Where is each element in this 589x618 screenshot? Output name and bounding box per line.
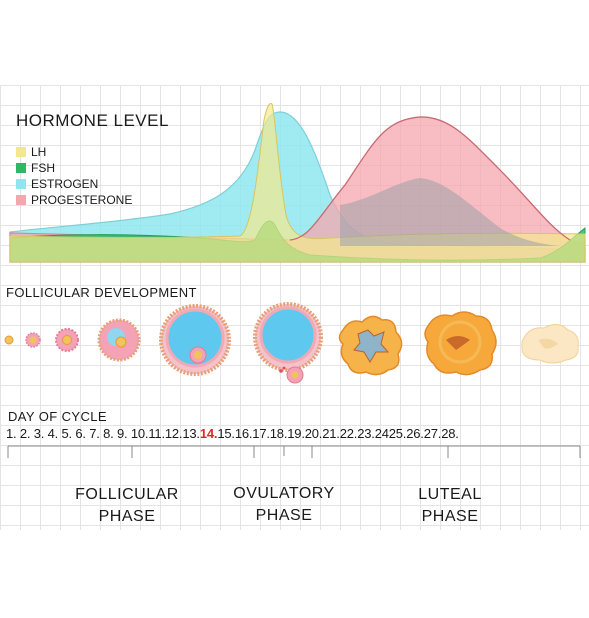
phase-follicular: FOLLICULAR PHASE <box>54 484 200 528</box>
day-label: 17. <box>252 426 270 441</box>
follicle-stage-2 <box>25 332 41 348</box>
fsh-swatch <box>16 163 26 173</box>
corpus-albicans <box>521 324 579 364</box>
day-label: 15. <box>217 426 235 441</box>
phase-line1: LUTEAL <box>418 486 482 503</box>
day-label: 9. <box>117 426 128 441</box>
day-label: 6. <box>75 426 86 441</box>
day-label: 5. <box>61 426 73 441</box>
day-list: 1. 2. 3. 4. 5. 6. 7. 8. 9. 10.11.12.13.1… <box>6 426 459 441</box>
phase-luteal: LUTEAL PHASE <box>390 484 510 528</box>
day-label: 2. <box>19 426 31 441</box>
corpus-luteum-mature <box>424 311 497 376</box>
day-label: 3. <box>33 426 45 441</box>
day-label: 1. <box>6 426 17 441</box>
day-label: 10. <box>130 426 149 441</box>
follicle-stage-1 <box>4 335 14 345</box>
legend-label: LH <box>31 145 47 159</box>
day-label: 18. <box>269 426 288 441</box>
day-label: 23. <box>357 426 375 441</box>
legend-item-progesterone: PROGESTERONE <box>16 193 132 207</box>
phase-line2: PHASE <box>255 507 313 524</box>
chart-title: HORMONE LEVEL <box>16 111 169 130</box>
day-label: 16. <box>234 426 253 441</box>
estrogen-swatch <box>16 179 26 189</box>
day-label: 4. <box>47 426 59 441</box>
phase-line1: FOLLICULAR <box>75 486 179 503</box>
progesterone-outline <box>289 116 571 241</box>
legend-label: FSH <box>31 161 55 175</box>
progesterone-swatch <box>16 195 26 205</box>
phase-line2: PHASE <box>421 508 479 525</box>
day-label: 8. <box>103 426 114 441</box>
day-label: 24 <box>374 426 389 441</box>
legend-label: PROGESTERONE <box>31 193 133 207</box>
phase-line1: OVULATORY <box>233 485 335 502</box>
day-label: 14. <box>199 426 218 441</box>
day-label: 27. <box>423 426 442 441</box>
day-label: 28. <box>441 426 459 441</box>
day-label: 19. <box>287 426 305 441</box>
day-label: 7. <box>89 426 100 441</box>
lh-swatch <box>16 147 26 157</box>
phase-line2: PHASE <box>98 508 156 525</box>
day-label: 25. <box>388 426 407 441</box>
day-label: 11. <box>148 426 165 441</box>
follicle-stage-5 <box>159 304 231 376</box>
follicle-stage-3 <box>55 328 79 352</box>
follicle-stage-6 <box>253 302 323 384</box>
day-label: 22. <box>339 426 358 441</box>
legend-label: ESTROGEN <box>31 177 99 191</box>
day-label: 12. <box>164 426 183 441</box>
overlap-hump <box>340 178 560 246</box>
legend-item-fsh: FSH <box>16 161 55 175</box>
corpus-luteum-early <box>338 315 403 376</box>
day-label: 13. <box>182 426 200 441</box>
day-heading: DAY OF CYCLE <box>8 409 107 424</box>
day-label: 26. <box>406 426 424 441</box>
day-label: 20. <box>304 426 323 441</box>
day-label: 21. <box>322 426 340 441</box>
legend-item-lh: LH <box>16 145 46 159</box>
follicular-heading: FOLLICULAR DEVELOPMENT <box>6 285 197 300</box>
phase-ovulatory: OVULATORY PHASE <box>214 483 354 527</box>
legend-item-estrogen: ESTROGEN <box>16 177 98 191</box>
follicle-stage-4 <box>97 318 141 362</box>
